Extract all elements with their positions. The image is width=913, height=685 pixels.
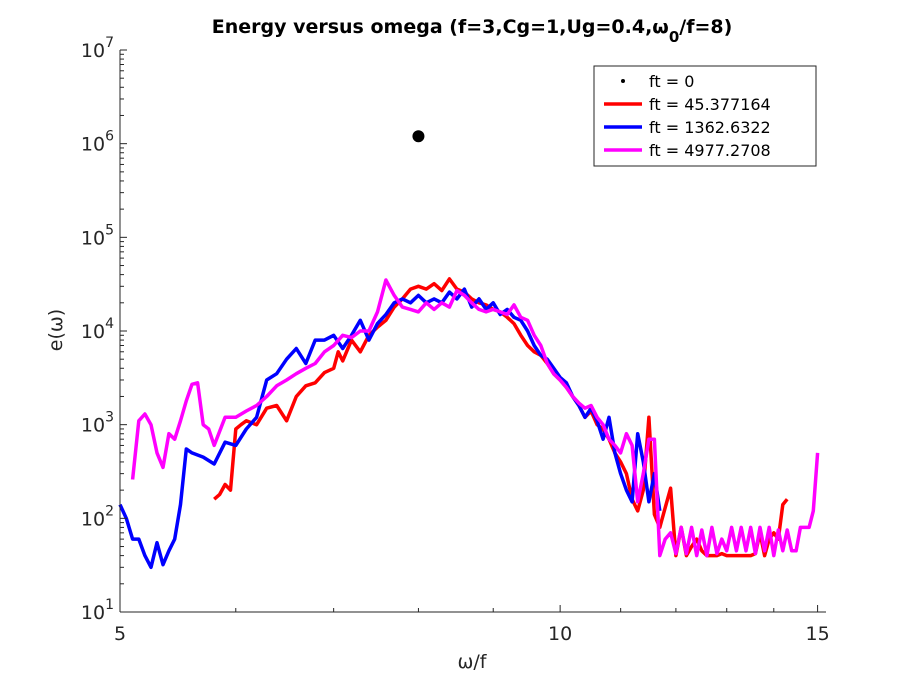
- y-axis-label: e(ω): [45, 309, 67, 351]
- x-tick-label: 15: [805, 623, 829, 645]
- legend-label-2: ft = 1362.6322: [649, 118, 771, 137]
- y-tick-label: 104: [81, 316, 114, 343]
- y-tick-label: 101: [81, 597, 114, 624]
- series-line-2: [118, 287, 662, 570]
- y-tick-label: 107: [81, 35, 114, 62]
- x-tick-label: 5: [114, 623, 126, 645]
- chart-title-suffix: /f=8): [679, 16, 732, 38]
- legend-label-0: ft = 0: [649, 72, 694, 91]
- chart-title: Energy versus omega (f=3,Cg=1,Ug=0.4,ω0/…: [212, 16, 733, 46]
- legend-label-1: ft = 45.377164: [649, 95, 771, 114]
- axes-layer: [119, 49, 826, 613]
- x-axis-label: ω/f: [457, 651, 487, 673]
- y-tick-label: 106: [81, 129, 114, 156]
- chart-title-prefix: Energy versus omega (f=3,Cg=1,Ug=0.4,ω: [212, 16, 669, 38]
- x-tick-label: 10: [548, 623, 572, 645]
- y-tick-label: 102: [81, 503, 114, 530]
- y-tick-label: 103: [81, 410, 114, 437]
- legend: ft = 0 ft = 45.377164 ft = 1362.6322 ft = 4…: [593, 65, 817, 167]
- series-layer: [118, 130, 820, 570]
- chart-title-subscript: 0: [669, 28, 679, 46]
- y-tick-label: 105: [81, 222, 114, 249]
- tick-labels: 101 102 103 104 105 106 107 5 10 15: [81, 35, 830, 645]
- legend-label-3: ft = 4977.2708: [649, 141, 771, 160]
- series-line-3: [130, 278, 820, 558]
- legend-entries: ft = 0 ft = 45.377164 ft = 1362.6322 ft = 4…: [604, 72, 771, 160]
- legend-swatch-0: [621, 79, 625, 83]
- series-marker-0-0: [412, 130, 425, 143]
